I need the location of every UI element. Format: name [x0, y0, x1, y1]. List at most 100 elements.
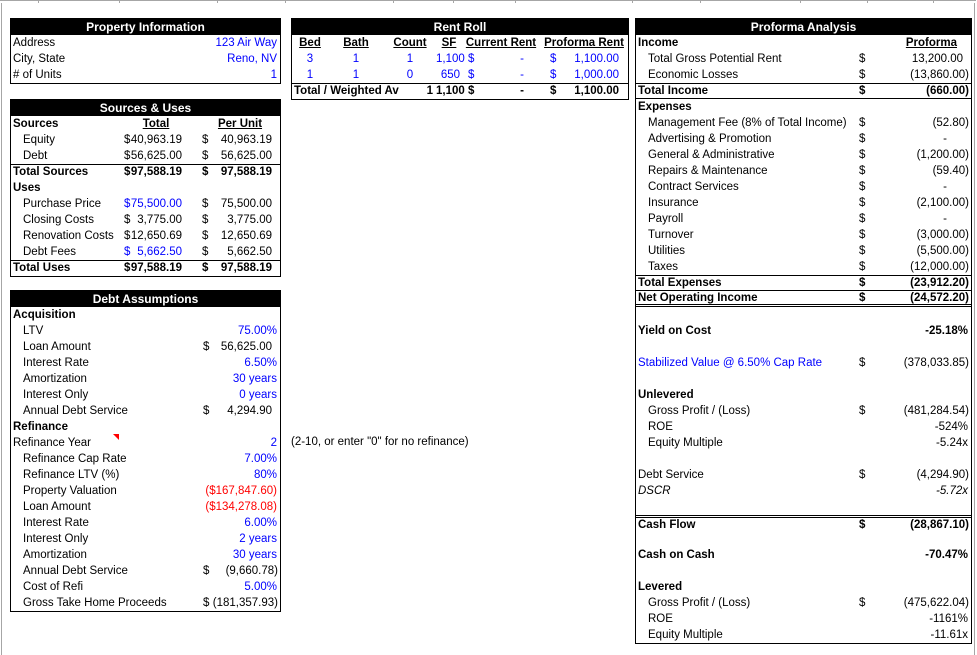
cell-value-container[interactable]: -524%	[855, 420, 971, 435]
cell-value-container[interactable]: -11.61x	[855, 628, 971, 643]
cell-value-container[interactable]: $ (9,660.78)	[198, 564, 280, 579]
cell-value-container[interactable]: 80%	[198, 468, 280, 483]
count-cell[interactable]: 0	[406, 68, 414, 81]
total-cell[interactable]: $56,625.00	[122, 149, 190, 164]
row-label: Equity	[23, 133, 55, 146]
per-unit-cell[interactable]: $75,500.00	[200, 197, 280, 212]
current-rent-cell[interactable]: $ -	[462, 84, 540, 99]
current-rent-cell[interactable]: $ -	[462, 52, 540, 67]
cell-value-container[interactable]: 6.00%	[198, 516, 280, 531]
total-cell[interactable]: $40,963.19	[122, 133, 190, 148]
table-row: Debt $56,625.00 $56,625.00	[11, 148, 280, 164]
cell-value-container[interactable]: $4,294.90	[198, 404, 280, 419]
sf-cell[interactable]: 650	[440, 68, 460, 81]
per-unit-cell[interactable]: $97,588.19	[200, 261, 280, 276]
total-cell[interactable]: $5,662.50	[122, 245, 190, 260]
cell-value-container[interactable]: $56,625.00	[198, 340, 280, 355]
table-row: Equity Multiple -11.61x	[636, 627, 971, 643]
cell-value-container[interactable]: $ (52.80)	[855, 116, 971, 131]
per-unit-cell[interactable]: $12,650.69	[200, 229, 280, 244]
row-label: LTV	[23, 324, 44, 337]
cell-value: 40,963.19	[220, 133, 272, 146]
cell-value-container[interactable]: $ (660.00)	[855, 84, 971, 99]
sf-cell[interactable]: 1,100	[436, 52, 465, 65]
count-cell[interactable]: 1	[426, 85, 433, 97]
total-cell[interactable]: $97,588.19	[122, 261, 190, 276]
table-row: Advertising & Promotion $ -	[636, 131, 971, 147]
cell-value-container[interactable]: ($134,278.08)	[198, 500, 280, 515]
cell-value-container[interactable]: $13,200.00	[855, 52, 971, 67]
cell-value-container[interactable]: $ (4,294.90)	[855, 468, 971, 483]
cell-value-container[interactable]: $ (475,622.04)	[855, 596, 971, 611]
bed-cell[interactable]: 3	[306, 52, 314, 65]
cell-value-container[interactable]: 30 years	[198, 372, 280, 387]
cell-value-container[interactable]: $ (1,200.00)	[855, 148, 971, 163]
cell-value-container[interactable]: 7.00%	[198, 452, 280, 467]
cell-value-container[interactable]: $ -	[855, 212, 971, 227]
cell-value[interactable]: 123 Air Way	[215, 36, 278, 49]
cell-value: 1,100.00	[574, 52, 619, 65]
cell-value-container[interactable]: -5.24x	[855, 436, 971, 451]
cell-value-container[interactable]: 75.00%	[198, 324, 280, 339]
per-unit-cell[interactable]: $3,775.00	[200, 213, 280, 228]
dollar-sign: $	[859, 164, 866, 177]
cell-value-container[interactable]: $ (24,572.20)	[855, 292, 971, 304]
per-unit-cell[interactable]: $40,963.19	[200, 133, 280, 148]
cell-value-container[interactable]: $ (13,860.00)	[855, 68, 971, 83]
cell-value-container[interactable]: 2	[198, 436, 280, 451]
cell-value-container[interactable]: $ (5,500.00)	[855, 244, 971, 259]
cell-value-container[interactable]: -70.47%	[855, 548, 971, 563]
cell-value-container[interactable]: $ (378,033.85)	[855, 356, 971, 371]
per-unit-cell[interactable]: $97,588.19	[200, 165, 280, 180]
cell-value-container[interactable]: ($167,847.60)	[198, 484, 280, 499]
cell-value-container[interactable]: $ (28,867.10)	[855, 519, 971, 531]
total-cell[interactable]: $97,588.19	[122, 165, 190, 180]
cell-value: (13,860.00)	[910, 68, 969, 81]
cell-value-container[interactable]: $ (59.40)	[855, 164, 971, 179]
cell-value-container[interactable]: $ (12,000.00)	[855, 260, 971, 275]
proforma-rent-cell[interactable]: $1,100.00	[540, 52, 628, 67]
total-cell[interactable]: $3,775.00	[122, 213, 190, 228]
column-header: Bath	[343, 36, 369, 49]
cell-value-container[interactable]: $ (2,100.00)	[855, 196, 971, 211]
cell-value: (24,572.20)	[910, 291, 969, 304]
dollar-sign: $	[859, 291, 866, 304]
proforma-rent-cell[interactable]: $1,000.00	[540, 68, 628, 83]
cell-value: (5,500.00)	[916, 244, 969, 257]
cell-value-container[interactable]: $ -	[855, 132, 971, 147]
count-cell[interactable]: 1	[406, 52, 414, 65]
cell-comment-indicator-icon[interactable]	[113, 434, 119, 440]
cell-value-container[interactable]: 0 years	[198, 388, 280, 403]
cell-value-container[interactable]: $ (481,284.54)	[855, 404, 971, 419]
cell-value-container[interactable]: -25.18%	[855, 324, 971, 339]
cell-value-container[interactable]: 6.50%	[198, 356, 280, 371]
cell-value-container[interactable]: $ (181,357.93)	[198, 596, 280, 611]
sf-cell[interactable]: 1,100	[436, 85, 465, 97]
cell-value-container[interactable]: -1161%	[855, 612, 971, 627]
cell-value-container[interactable]: 5.00%	[198, 580, 280, 595]
cell-value-container[interactable]: $ (3,000.00)	[855, 228, 971, 243]
bath-cell[interactable]: 1	[352, 68, 360, 81]
per-unit-cell[interactable]: $56,625.00	[200, 149, 280, 164]
dollar-sign: $	[859, 244, 866, 257]
dollar-sign: $	[859, 196, 866, 209]
cell-value-container[interactable]: -5.72x	[855, 484, 971, 499]
table-row: Management Fee (8% of Total Income) $ (52.…	[636, 115, 971, 131]
dollar-sign: $	[124, 133, 131, 146]
cell-value: -	[520, 52, 524, 65]
total-cell[interactable]: $75,500.00	[122, 197, 190, 212]
proforma-rent-cell[interactable]: $1,100.00	[540, 84, 628, 99]
table-title: Sources & Uses	[11, 100, 280, 116]
per-unit-cell[interactable]: $5,662.50	[200, 245, 280, 260]
cell-value[interactable]: Reno, NV	[227, 52, 277, 65]
current-rent-cell[interactable]: $ -	[462, 68, 540, 83]
cell-value-container[interactable]: 2 years	[198, 532, 280, 547]
cell-value-container[interactable]: 30 years	[198, 548, 280, 563]
cell-value-container[interactable]: $ (23,912.20)	[855, 276, 971, 291]
total-cell[interactable]: $12,650.69	[122, 229, 190, 244]
cell-value-container[interactable]: $ -	[855, 180, 971, 195]
cell-value[interactable]: 1	[270, 68, 278, 81]
bath-cell[interactable]: 1	[352, 52, 360, 65]
bed-cell[interactable]: 1	[306, 68, 314, 81]
row-label: Total Gross Potential Rent	[648, 52, 782, 65]
